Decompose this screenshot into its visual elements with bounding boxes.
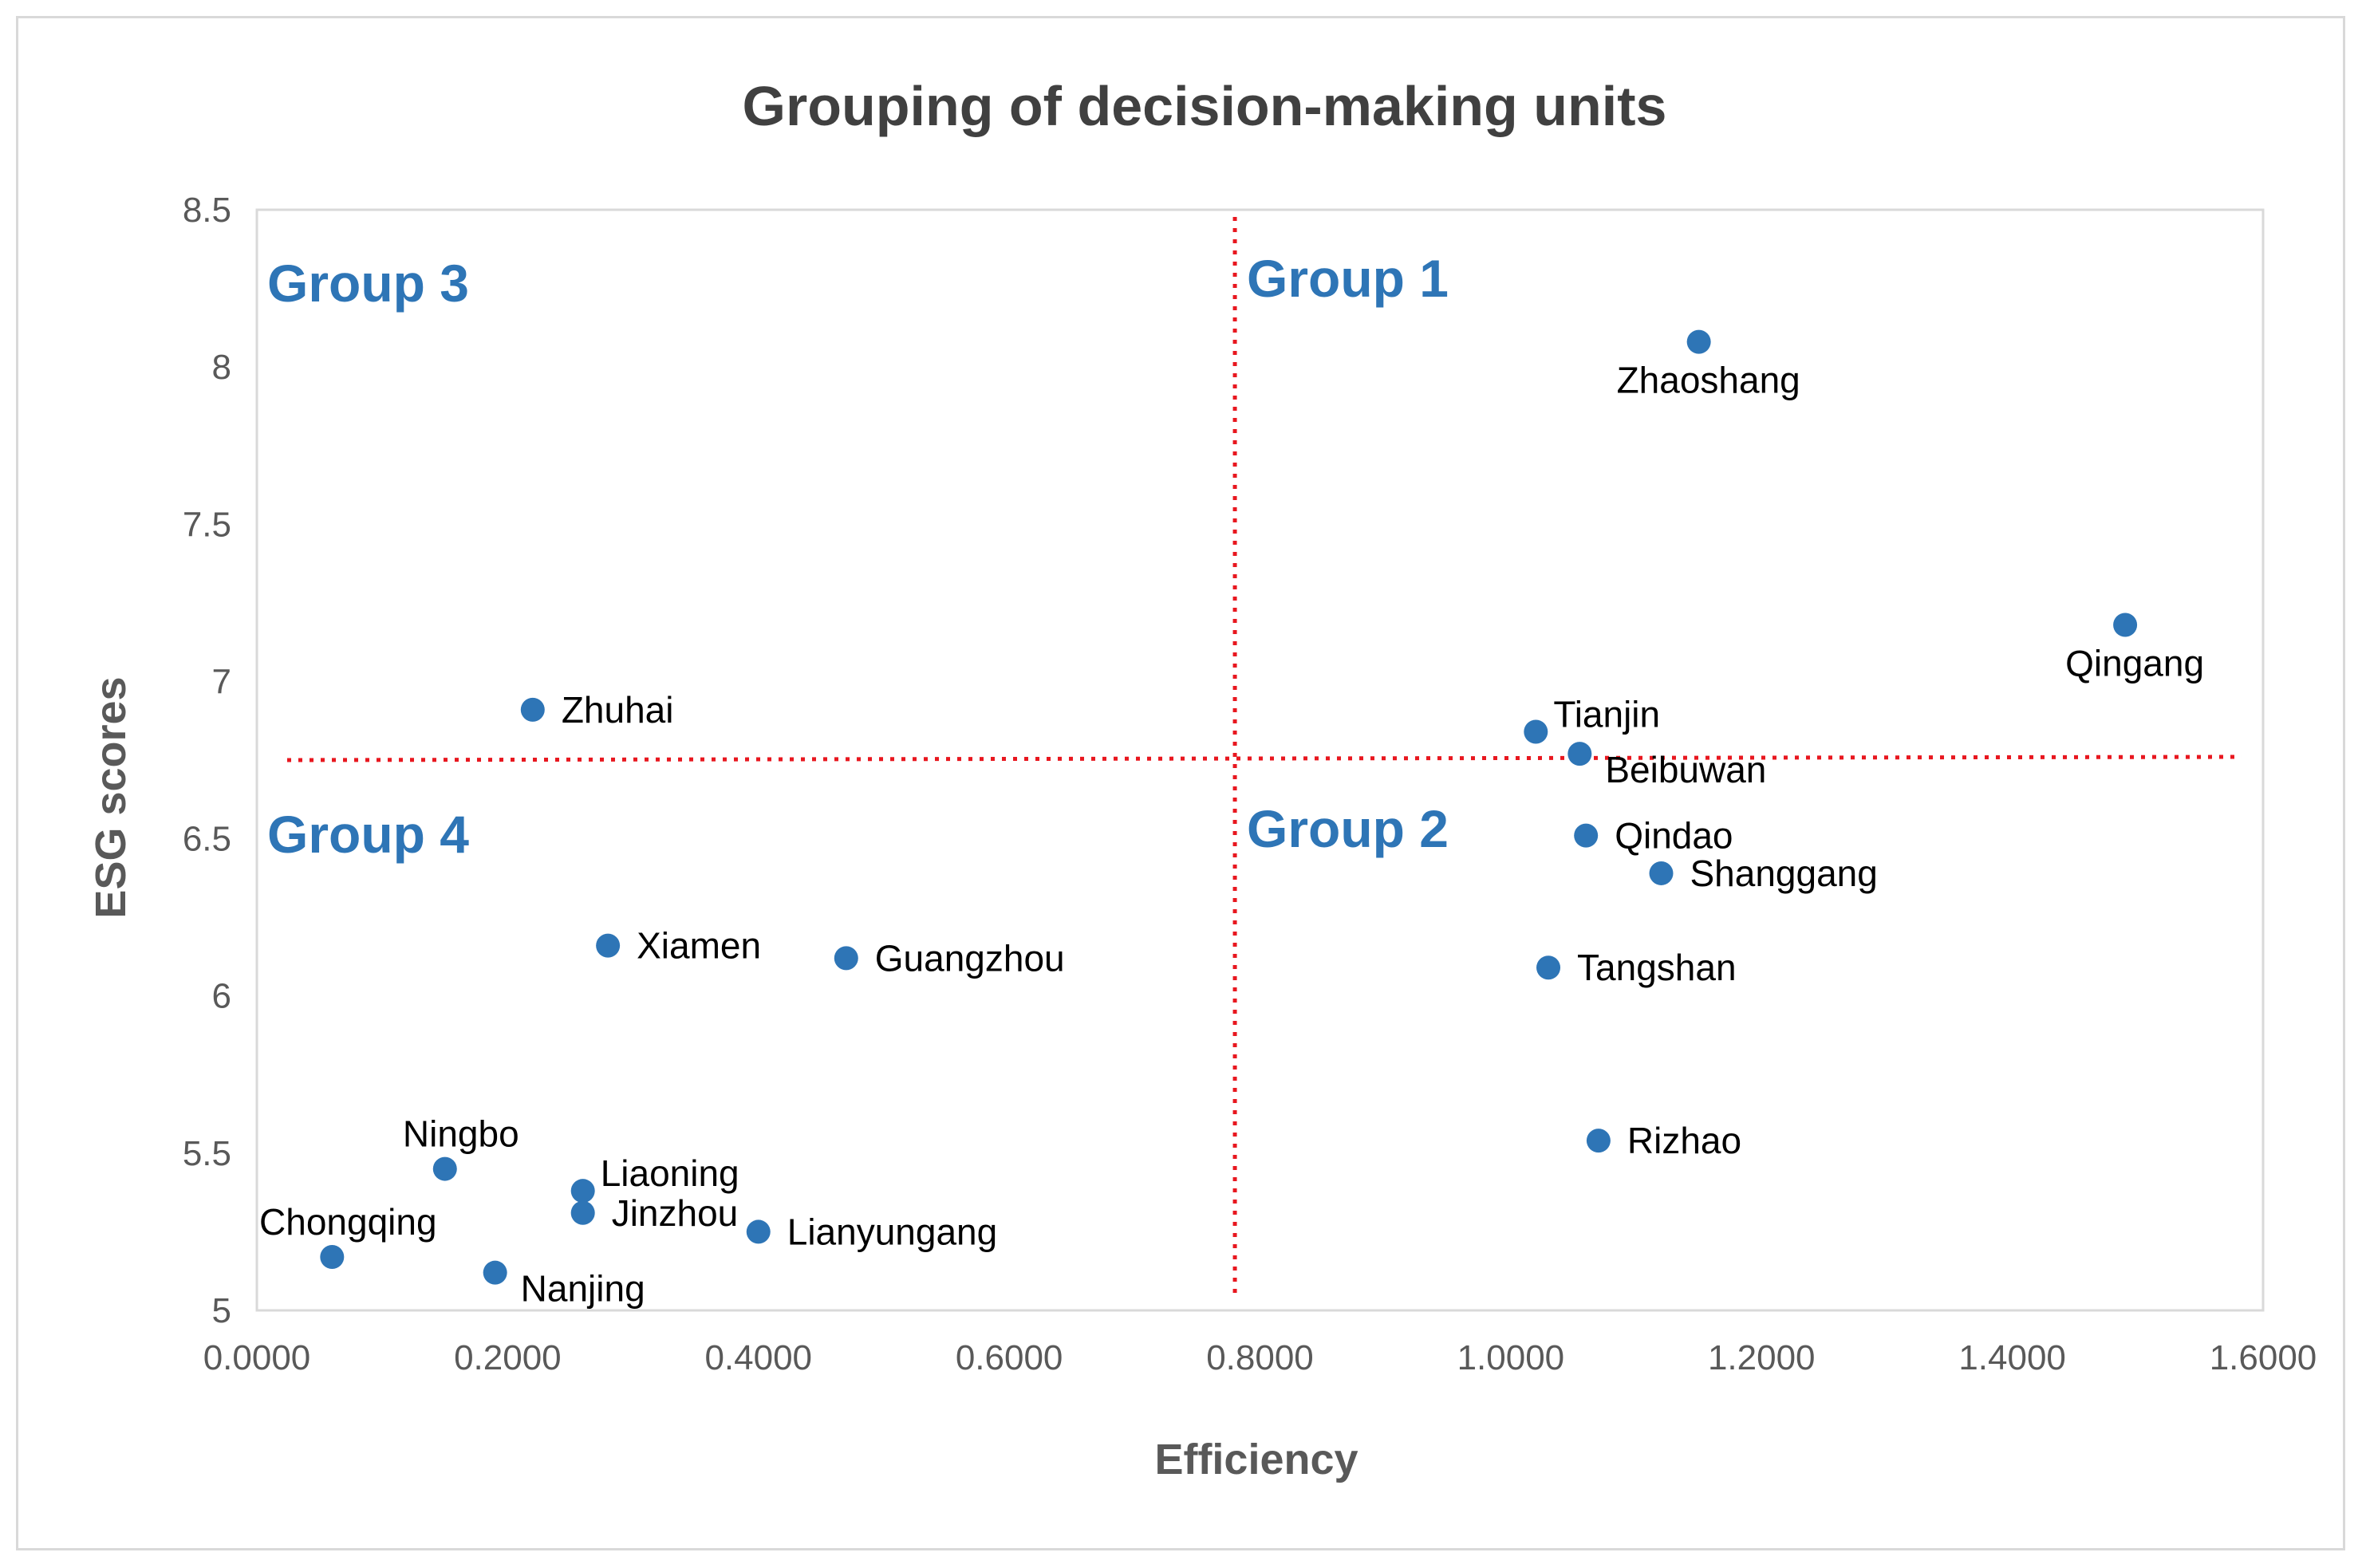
data-point — [1649, 861, 1674, 885]
data-point — [432, 1156, 457, 1181]
x-axis-ticks: 0.0000 0.2000 0.4000 0.6000 0.8000 1.0000 1.20… — [203, 1338, 2317, 1377]
x-tick-label: 1.4000 — [1958, 1338, 2066, 1377]
y-axis-title: ESG scores — [87, 676, 135, 918]
group-label: Group 3 — [267, 254, 469, 313]
y-tick-label: 8 — [212, 348, 231, 387]
point-label: Ningbo — [403, 1113, 519, 1155]
data-point — [570, 1179, 595, 1204]
data-point — [1524, 719, 1548, 744]
chart-title: Grouping of decision-making units — [743, 75, 1667, 137]
y-tick-label: 8.5 — [183, 191, 231, 230]
point-label: Qindao — [1615, 815, 1733, 857]
point-label: Qingang — [2065, 642, 2204, 684]
point-labels: Zhaoshang Qingang Tianjin Beibuwan QindaoSha… — [259, 360, 2204, 1310]
point-label: Jinzhou — [612, 1192, 739, 1234]
y-tick-label: 7 — [212, 662, 231, 701]
x-tick-label: 0.0000 — [203, 1338, 311, 1377]
x-tick-label: 1.0000 — [1457, 1338, 1565, 1377]
plot-area — [255, 208, 2265, 1312]
quadrant-dividers — [286, 217, 2242, 1298]
group-label: Group 2 — [1247, 799, 1449, 858]
point-label: Guangzhou — [875, 937, 1065, 979]
data-point — [2113, 613, 2138, 637]
x-tick-label: 0.8000 — [1206, 1338, 1314, 1377]
point-label: Chongqing — [259, 1201, 437, 1243]
x-tick-label: 0.2000 — [454, 1338, 562, 1377]
y-tick-label: 5 — [212, 1291, 231, 1330]
point-label: Nanjing — [521, 1268, 645, 1310]
data-point — [1686, 329, 1711, 354]
group-label: Group 4 — [267, 805, 469, 864]
point-label: Rizhao — [1627, 1120, 1741, 1161]
data-point — [1536, 955, 1561, 980]
point-label: Tianjin — [1553, 694, 1660, 735]
point-label: Beibuwan — [1605, 749, 1766, 790]
x-axis-title: Efficiency — [1154, 1436, 1358, 1483]
data-point — [320, 1244, 345, 1269]
data-point — [1586, 1129, 1611, 1153]
data-point — [746, 1219, 771, 1244]
data-point — [1567, 742, 1592, 766]
group-labels: Group 1 Group 2 Group 3 Group 4 — [267, 249, 1449, 864]
point-label: Tangshan — [1577, 947, 1737, 988]
point-label: Shanggang — [1690, 853, 1878, 894]
y-tick-label: 6 — [212, 977, 231, 1016]
data-point — [520, 697, 545, 722]
data-point — [570, 1200, 595, 1225]
y-axis-ticks: 5 5.5 6 6.5 7 7.5 8 8.5 — [183, 191, 231, 1330]
horizontal-divider — [286, 754, 2242, 762]
data-points — [320, 329, 2138, 1285]
y-tick-label: 6.5 — [183, 820, 231, 859]
data-point — [1574, 823, 1599, 848]
point-label: Zhuhai — [562, 689, 674, 731]
y-tick-label: 5.5 — [183, 1134, 231, 1173]
point-label: Liaoning — [601, 1152, 739, 1194]
point-label: Xiamen — [637, 925, 761, 967]
group-label: Group 1 — [1247, 249, 1449, 308]
data-point — [596, 933, 621, 958]
x-tick-label: 1.2000 — [1708, 1338, 1816, 1377]
y-tick-label: 7.5 — [183, 505, 231, 544]
point-label: Zhaoshang — [1617, 360, 1800, 401]
data-point — [483, 1260, 507, 1285]
point-label: Lianyungang — [787, 1211, 997, 1252]
data-point — [834, 946, 858, 971]
x-tick-label: 0.4000 — [704, 1338, 812, 1377]
chart-frame — [16, 16, 2345, 1550]
x-tick-label: 1.6000 — [2210, 1338, 2317, 1377]
x-tick-label: 0.6000 — [956, 1338, 1063, 1377]
